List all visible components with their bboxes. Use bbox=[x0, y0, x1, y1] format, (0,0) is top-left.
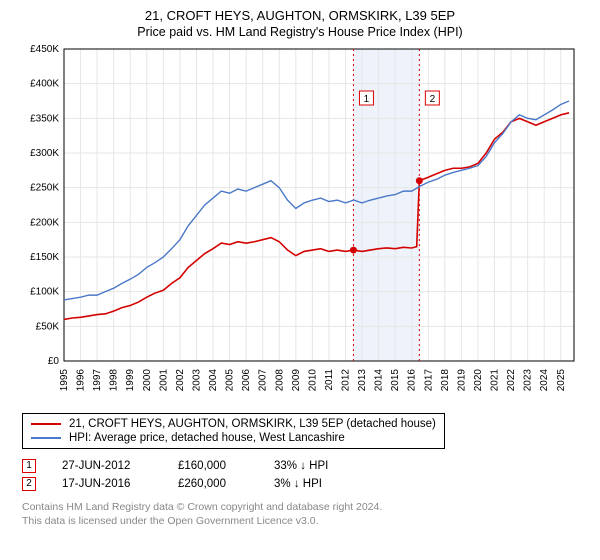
legend: 21, CROFT HEYS, AUGHTON, ORMSKIRK, L39 5… bbox=[22, 413, 445, 449]
svg-text:2016: 2016 bbox=[407, 369, 418, 392]
svg-text:2001: 2001 bbox=[158, 369, 169, 392]
subtitle: Price paid vs. HM Land Registry's House … bbox=[22, 25, 578, 39]
svg-text:2024: 2024 bbox=[539, 369, 550, 392]
svg-text:1996: 1996 bbox=[76, 369, 87, 392]
svg-text:£450K: £450K bbox=[30, 45, 59, 55]
svg-text:2011: 2011 bbox=[324, 369, 335, 391]
svg-text:2018: 2018 bbox=[440, 369, 451, 392]
svg-text:2025: 2025 bbox=[556, 369, 567, 392]
svg-text:2005: 2005 bbox=[225, 369, 236, 392]
transactions-table: 1 27-JUN-2012 £160,000 33% ↓ HPI 2 17-JUN-201… bbox=[22, 457, 578, 493]
svg-text:£300K: £300K bbox=[30, 148, 59, 159]
legend-swatch bbox=[31, 423, 61, 425]
svg-text:2013: 2013 bbox=[357, 369, 368, 392]
svg-text:£150K: £150K bbox=[30, 252, 59, 263]
page-title: 21, CROFT HEYS, AUGHTON, ORMSKIRK, L39 5… bbox=[22, 8, 578, 23]
footer-attribution: Contains HM Land Registry data © Crown c… bbox=[22, 501, 578, 528]
svg-text:2002: 2002 bbox=[175, 369, 186, 392]
svg-text:1998: 1998 bbox=[109, 369, 120, 392]
transaction-price: £260,000 bbox=[178, 478, 248, 490]
svg-text:2014: 2014 bbox=[374, 369, 385, 392]
svg-text:£0: £0 bbox=[48, 356, 60, 367]
transaction-date: 17-JUN-2016 bbox=[62, 478, 152, 490]
svg-text:1997: 1997 bbox=[92, 369, 103, 392]
price-chart: £0 £50K £100K £150K £200K £250K £300K £350K £400… bbox=[22, 45, 578, 405]
svg-text:2020: 2020 bbox=[473, 369, 484, 392]
transaction-marker: 1 bbox=[22, 459, 36, 473]
svg-text:£50K: £50K bbox=[36, 321, 60, 332]
svg-text:2017: 2017 bbox=[423, 369, 434, 392]
svg-text:2007: 2007 bbox=[258, 369, 269, 392]
transaction-pct: 3% ↓ HPI bbox=[274, 478, 364, 490]
svg-text:2015: 2015 bbox=[390, 369, 401, 392]
svg-text:£200K: £200K bbox=[30, 217, 59, 228]
svg-text:2012: 2012 bbox=[340, 369, 351, 392]
transaction-price: £160,000 bbox=[178, 460, 248, 472]
svg-text:2004: 2004 bbox=[208, 369, 219, 392]
transaction-row: 2 17-JUN-2016 £260,000 3% ↓ HPI bbox=[22, 475, 578, 493]
svg-text:2019: 2019 bbox=[456, 369, 467, 392]
transaction-pct: 33% ↓ HPI bbox=[274, 460, 364, 472]
title-block: 21, CROFT HEYS, AUGHTON, ORMSKIRK, L39 5… bbox=[22, 8, 578, 39]
transaction-date: 27-JUN-2012 bbox=[62, 460, 152, 472]
svg-text:1995: 1995 bbox=[59, 369, 70, 392]
svg-text:2021: 2021 bbox=[490, 369, 501, 392]
legend-swatch bbox=[31, 437, 61, 439]
svg-text:1: 1 bbox=[364, 94, 370, 105]
legend-row: HPI: Average price, detached house, West… bbox=[31, 431, 436, 445]
footer-line-1: Contains HM Land Registry data © Crown c… bbox=[22, 501, 578, 515]
svg-text:£100K: £100K bbox=[30, 287, 59, 298]
legend-label: 21, CROFT HEYS, AUGHTON, ORMSKIRK, L39 5… bbox=[69, 418, 436, 430]
legend-label: HPI: Average price, detached house, West… bbox=[69, 432, 345, 444]
svg-text:£250K: £250K bbox=[30, 183, 59, 194]
svg-text:£350K: £350K bbox=[30, 113, 59, 124]
transaction-marker: 2 bbox=[22, 477, 36, 491]
svg-text:2008: 2008 bbox=[274, 369, 285, 392]
svg-text:2023: 2023 bbox=[523, 369, 534, 392]
svg-text:2000: 2000 bbox=[142, 369, 153, 392]
footer-line-2: This data is licensed under the Open Gov… bbox=[22, 515, 578, 529]
svg-text:2006: 2006 bbox=[241, 369, 252, 392]
svg-text:2: 2 bbox=[430, 94, 436, 105]
series-hpi bbox=[64, 101, 569, 300]
svg-text:£400K: £400K bbox=[30, 79, 59, 90]
svg-text:2009: 2009 bbox=[291, 369, 302, 392]
svg-text:2022: 2022 bbox=[506, 369, 517, 392]
svg-text:2003: 2003 bbox=[191, 369, 202, 392]
svg-text:1999: 1999 bbox=[125, 369, 136, 392]
legend-row: 21, CROFT HEYS, AUGHTON, ORMSKIRK, L39 5… bbox=[31, 417, 436, 431]
transaction-row: 1 27-JUN-2012 £160,000 33% ↓ HPI bbox=[22, 457, 578, 475]
svg-text:2010: 2010 bbox=[307, 369, 318, 392]
